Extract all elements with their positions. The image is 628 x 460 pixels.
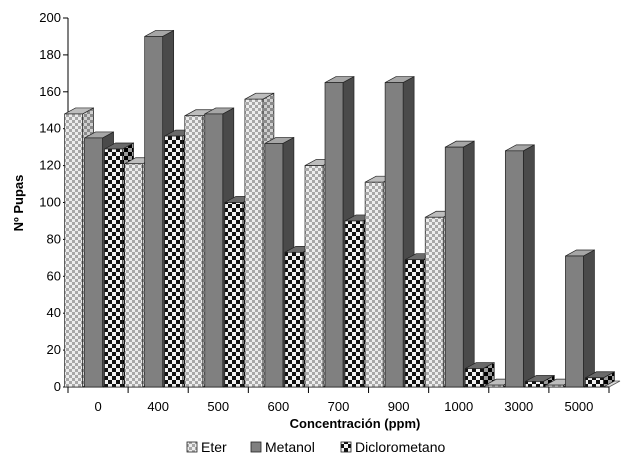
- y-tick-label: 120: [39, 158, 61, 173]
- y-tick-label: 60: [47, 268, 61, 283]
- y-tick-label: 80: [47, 231, 61, 246]
- legend-item-eter: Eter: [186, 439, 227, 455]
- x-tick-label: 3000: [504, 399, 533, 414]
- x-axis-title: Concentración (ppm): [290, 416, 421, 431]
- y-tick-label: 140: [39, 121, 61, 136]
- bar-metanol-1000: [444, 140, 475, 388]
- legend-swatch: [186, 441, 198, 453]
- y-tick-label: 180: [39, 47, 61, 62]
- legend-label: Diclorometano: [355, 439, 445, 455]
- bar-metanol-5000: [565, 249, 595, 388]
- legend: Eter Metanol Diclorometano: [186, 439, 445, 455]
- bars: [64, 29, 615, 388]
- bar-diclorometano-5000: [585, 371, 615, 388]
- legend-label: Metanol: [265, 439, 315, 455]
- y-tick-label: 0: [54, 379, 61, 394]
- legend-swatch: [250, 441, 262, 453]
- x-tick-label: 700: [328, 399, 350, 414]
- x-tick-label: 600: [268, 399, 290, 414]
- legend-label: Eter: [201, 439, 227, 455]
- x-tick-labels: 0 400 500 600 700 900 1000 3000 5000: [94, 399, 593, 414]
- legend-item-diclorometano: Diclorometano: [340, 439, 445, 455]
- y-tick-label: 200: [39, 10, 61, 25]
- y-tick-label: 20: [47, 342, 61, 357]
- x-tick-label: 5000: [564, 399, 593, 414]
- x-tick-label: 1000: [444, 399, 473, 414]
- y-axis-title: Nº Pupas: [11, 175, 26, 232]
- y-tick-label: 160: [39, 84, 61, 99]
- x-tick-label: 500: [207, 399, 229, 414]
- x-tick-label: 0: [94, 399, 101, 414]
- x-tick-label: 400: [147, 399, 169, 414]
- bar-diclorometano-1000: [464, 361, 495, 388]
- bar-diclorometano-3000: [524, 374, 555, 388]
- legend-swatch: [340, 441, 352, 453]
- legend-item-metanol: Metanol: [250, 439, 315, 455]
- bar-metanol-3000: [504, 144, 535, 388]
- y-tick-label: 100: [39, 195, 61, 210]
- y-tick-label: 40: [47, 305, 61, 320]
- x-tick-label: 900: [388, 399, 410, 414]
